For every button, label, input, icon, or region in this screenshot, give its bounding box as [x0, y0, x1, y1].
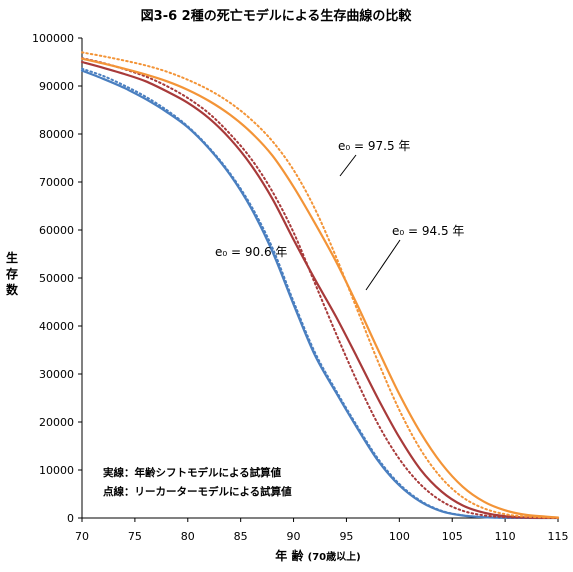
- y-axis-label-3: 数: [6, 282, 19, 297]
- y-tick-label: 60000: [39, 224, 74, 237]
- series-group: [80, 51, 560, 520]
- series-line-3-dotted: [81, 57, 559, 519]
- axes: [81, 38, 558, 519]
- annotation-e0-90: e₀ = 90.6 年: [215, 245, 287, 259]
- x-tick-label: 100: [389, 530, 410, 543]
- chart-title: 図3-6 2種の死亡モデルによる生存曲線の比較: [141, 8, 413, 24]
- y-tick-label: 80000: [39, 128, 74, 141]
- x-axis-label: 年 齢 (70歳以上): [275, 548, 360, 563]
- series-line-1-dotted: [81, 67, 559, 519]
- y-tick-label: 90000: [39, 80, 74, 93]
- series-line-2-solid: [80, 60, 560, 520]
- annotation-e0-97: e₀ = 97.5 年: [338, 139, 410, 153]
- x-tick-label: 85: [234, 530, 248, 543]
- annotation-leader-94: [365, 239, 401, 291]
- annotation-e0-94: e₀ = 94.5 年: [392, 224, 464, 238]
- y-tick-label: 70000: [39, 176, 74, 189]
- y-axis-label-2: 存: [5, 266, 18, 281]
- x-tick-label: 90: [287, 530, 301, 543]
- series-line-5-dotted: [81, 51, 559, 519]
- x-axis-label-sub: (70歳以上): [308, 550, 361, 563]
- y-tick-label: 30000: [39, 368, 74, 381]
- y-ticks: 0 10000 20000 30000 40000 50000 60000 70000 8000…: [32, 32, 82, 525]
- note-solid-line: 実線：年齢シフトモデルによる試算値: [103, 466, 282, 479]
- x-tick-label: 75: [128, 530, 142, 543]
- x-tick-label: 110: [495, 530, 516, 543]
- series-line-0-solid: [80, 69, 560, 520]
- x-tick-label: 95: [339, 530, 353, 543]
- x-tick-label: 70: [75, 530, 89, 543]
- x-tick-label: 105: [442, 530, 463, 543]
- note-dotted-line: 点線：リーカーターモデルによる試算値: [103, 485, 292, 498]
- series-line-4-solid: [80, 57, 560, 519]
- x-axis-label-main: 年 齢: [275, 548, 304, 563]
- x-ticks: 70 75 80 85 90 95 100 105 110 115: [75, 518, 569, 543]
- x-tick-label: 80: [181, 530, 195, 543]
- y-axis-label-1: 生: [6, 250, 18, 265]
- y-tick-label: 20000: [39, 416, 74, 429]
- annotation-leader-97: [339, 154, 357, 177]
- y-tick-label: 50000: [39, 272, 74, 285]
- y-tick-label: 100000: [32, 32, 74, 45]
- y-tick-label: 10000: [39, 464, 74, 477]
- y-tick-label: 40000: [39, 320, 74, 333]
- x-tick-label: 115: [548, 530, 569, 543]
- y-tick-label: 0: [67, 512, 74, 525]
